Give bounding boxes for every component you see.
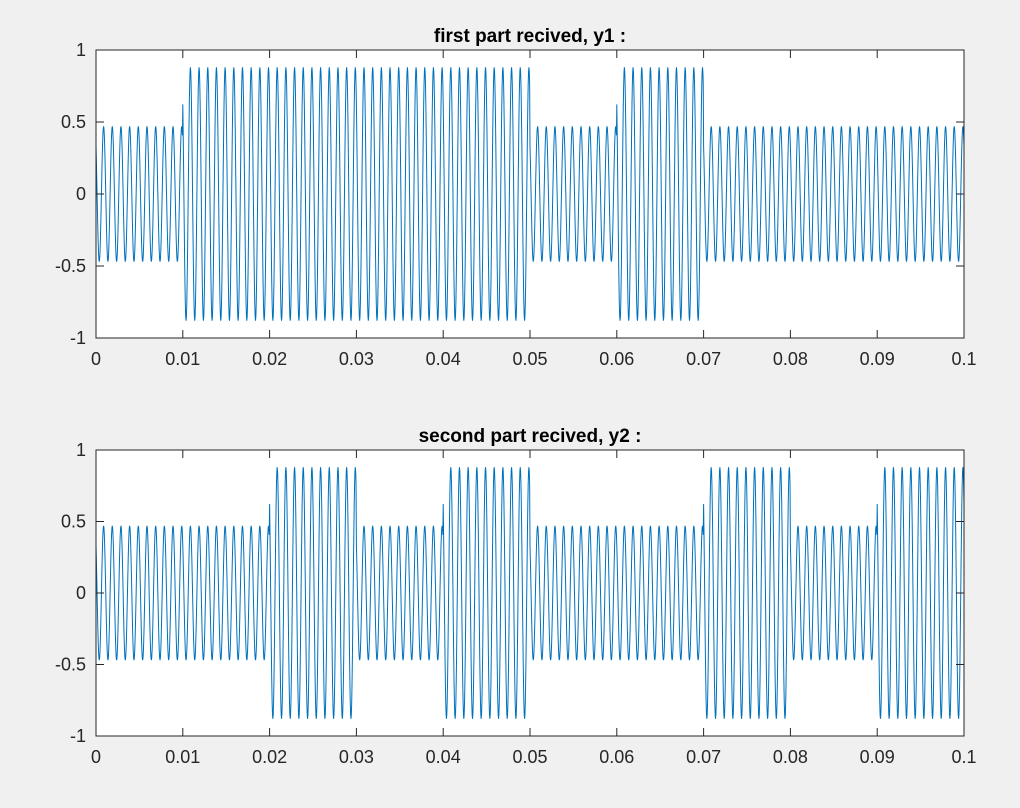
x-tick-label: 0.01 [165, 747, 200, 767]
x-tick-label: 0.01 [165, 349, 200, 369]
x-tick-label: 0.07 [686, 349, 721, 369]
chart-title: second part recived, y2 : [419, 426, 642, 447]
y-tick-label: -0.5 [55, 655, 86, 675]
x-tick-label: 0.08 [773, 747, 808, 767]
x-tick-label: 0.05 [512, 747, 547, 767]
axes-y2[interactable]: 0 0.01 0.02 0.03 0.04 0.05 0.06 0.07 0.08 0.09 0.1… [55, 426, 977, 767]
x-tick-label: 0.05 [512, 349, 547, 369]
x-tick-label: 0.06 [599, 747, 634, 767]
x-tick-label: 0.04 [426, 747, 461, 767]
y-tick-label: 1 [76, 440, 86, 460]
y-tick-label: 1 [76, 40, 86, 60]
x-tick-label: 0.07 [686, 747, 721, 767]
x-tick-label: 0 [91, 747, 101, 767]
y-tick-label: -0.5 [55, 256, 86, 276]
y-tick-label: 0 [76, 583, 86, 603]
y-tick-label: 0 [76, 184, 86, 204]
x-tick-label: 0.08 [773, 349, 808, 369]
x-tick-label: 0.06 [599, 349, 634, 369]
x-tick-label: 0.04 [426, 349, 461, 369]
y-tick-label: 0.5 [61, 112, 86, 132]
x-tick-label: 0.09 [860, 349, 895, 369]
y-tick-label: -1 [70, 328, 86, 348]
x-tick-label: 0.02 [252, 349, 287, 369]
x-tick-label: 0.09 [860, 747, 895, 767]
x-tick-label: 0.02 [252, 747, 287, 767]
x-tick-label: 0 [91, 349, 101, 369]
x-tick-label: 0.03 [339, 747, 374, 767]
signal-line [95, 467, 965, 719]
y-tick-label: 0.5 [61, 512, 86, 532]
x-tick-label: 0.1 [951, 349, 976, 369]
x-tick-label: 0.1 [951, 747, 976, 767]
chart-title: first part recived, y1 : [434, 26, 626, 47]
axes-y1[interactable]: 0 0.01 0.02 0.03 0.04 0.05 0.06 0.07 0.08 0.09 0.1… [55, 26, 977, 369]
y-tick-label: -1 [70, 726, 86, 746]
signal-line [95, 67, 965, 321]
x-tick-label: 0.03 [339, 349, 374, 369]
